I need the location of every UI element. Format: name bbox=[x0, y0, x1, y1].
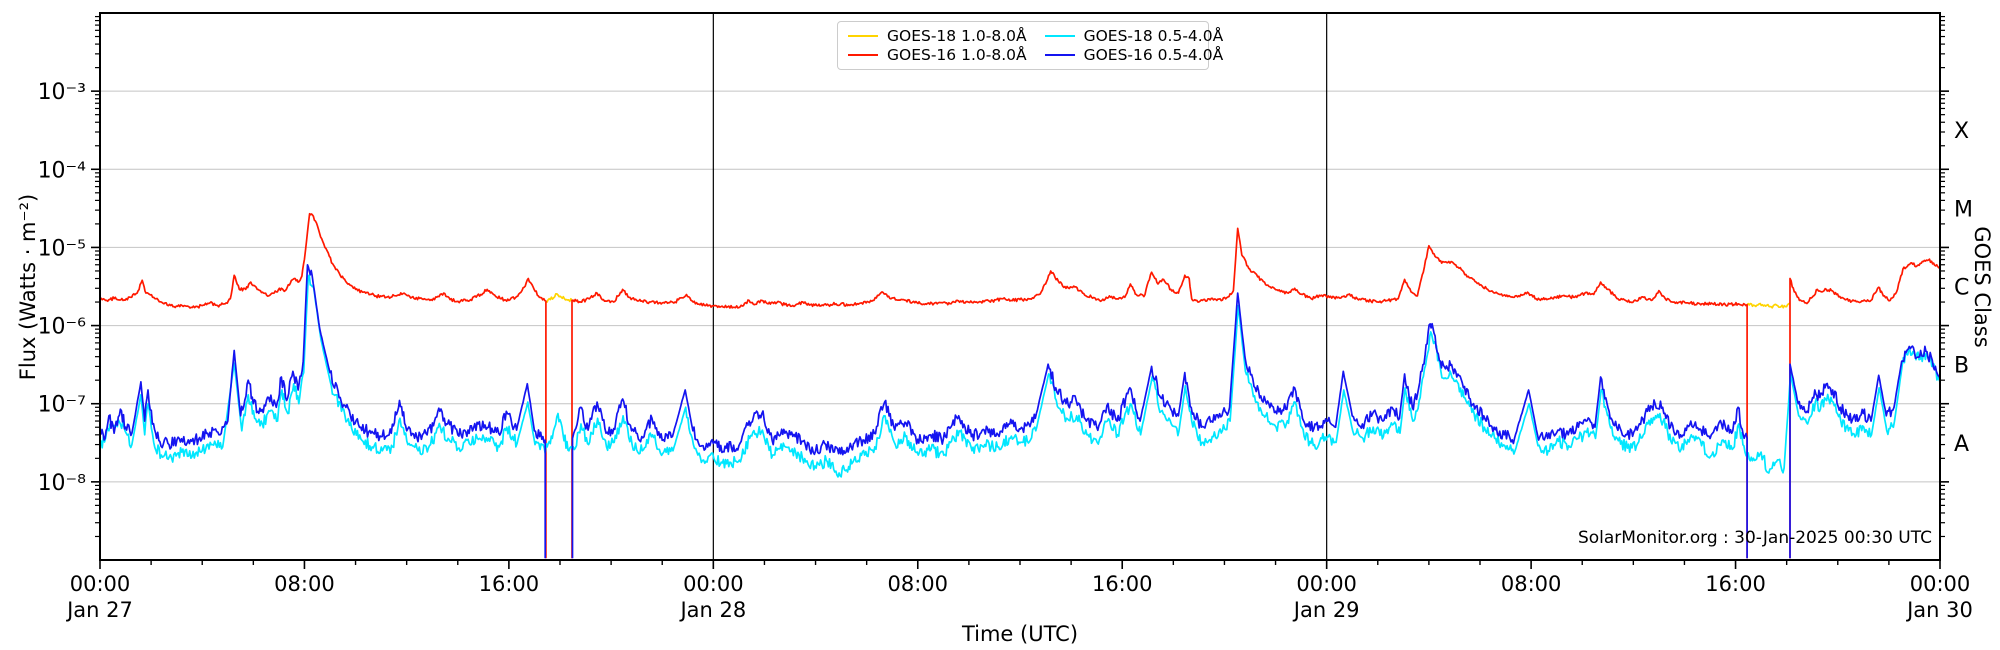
legend-line-swatch-goes18-short bbox=[1044, 35, 1075, 37]
legend-label: GOES-18 1.0-8.0Å bbox=[887, 27, 1027, 45]
legend-item: GOES-18 1.0-8.0Å bbox=[848, 27, 1027, 45]
legend: GOES-18 1.0-8.0Å GOES-18 0.5-4.0Å GOES-1… bbox=[837, 21, 1223, 70]
x-axis-label: Time (UTC) bbox=[961, 622, 1079, 646]
legend-line-swatch-goes16-long bbox=[848, 54, 878, 56]
x-tick-label: 16:00 bbox=[1092, 572, 1153, 596]
y-axis-label-flux: Flux (Watts · m⁻²) bbox=[16, 193, 40, 381]
y-tick-label: 10⁻⁸ bbox=[38, 471, 87, 496]
x-tick-label: 00:00 bbox=[1910, 572, 1971, 596]
x-tick-label: 08:00 bbox=[274, 572, 335, 596]
series-GOES-16 1.0-8.0Å bbox=[1789, 258, 1940, 559]
x-date-label: Jan 28 bbox=[678, 598, 746, 622]
x-date-label: Jan 29 bbox=[1292, 598, 1360, 622]
series-GOES-18 1.0-8.0Å bbox=[545, 292, 573, 303]
series-GOES-18 0.5-4.0Å bbox=[100, 274, 1940, 478]
y-tick-label: 10⁻⁷ bbox=[38, 393, 86, 418]
goes-class-label: B bbox=[1954, 354, 1969, 379]
goes-class-label: A bbox=[1954, 432, 1969, 457]
legend-item: GOES-16 1.0-8.0Å bbox=[848, 46, 1027, 64]
series-GOES-16 1.0-8.0Å bbox=[100, 212, 547, 559]
series-GOES-16 0.5-4.0Å bbox=[571, 292, 1748, 559]
x-date-label: Jan 30 bbox=[1905, 598, 1973, 622]
legend-item: GOES-16 0.5-4.0Å bbox=[1044, 46, 1224, 64]
series-GOES-16 1.0-8.0Å bbox=[571, 227, 1748, 559]
series-GOES-16 0.5-4.0Å bbox=[1789, 345, 1940, 559]
x-tick-label: 16:00 bbox=[479, 572, 540, 596]
legend-label: GOES-16 1.0-8.0Å bbox=[887, 46, 1027, 64]
legend-line-swatch-goes18-long bbox=[848, 35, 878, 37]
y-tick-label: 10⁻³ bbox=[38, 80, 86, 105]
goes-class-label: C bbox=[1954, 276, 1969, 301]
series-GOES-18 1.0-8.0Å bbox=[1746, 302, 1791, 309]
goes-class-label: M bbox=[1954, 197, 1973, 222]
legend-item: GOES-18 0.5-4.0Å bbox=[1044, 27, 1224, 45]
legend-line-swatch-goes16-short bbox=[1044, 54, 1075, 56]
y-axis-label-goes-class: GOES Class bbox=[1970, 226, 1994, 348]
x-tick-label: 08:00 bbox=[1501, 572, 1562, 596]
x-tick-label: 00:00 bbox=[1296, 572, 1357, 596]
x-tick-label: 00:00 bbox=[683, 572, 744, 596]
y-tick-label: 10⁻⁵ bbox=[38, 236, 86, 261]
legend-label: GOES-16 0.5-4.0Å bbox=[1083, 46, 1224, 64]
x-date-label: Jan 27 bbox=[65, 598, 133, 622]
y-tick-label: 10⁻⁴ bbox=[38, 158, 87, 183]
x-tick-label: 08:00 bbox=[888, 572, 949, 596]
y-tick-label: 10⁻⁶ bbox=[38, 315, 87, 340]
series-GOES-16 0.5-4.0Å bbox=[100, 263, 547, 559]
plot-border bbox=[99, 12, 1941, 561]
goes-class-label: X bbox=[1954, 119, 1969, 144]
x-tick-label: 00:00 bbox=[70, 572, 131, 596]
x-tick-label: 16:00 bbox=[1705, 572, 1766, 596]
legend-label: GOES-18 0.5-4.0Å bbox=[1083, 27, 1224, 45]
watermark: SolarMonitor.org : 30-Jan-2025 00:30 UTC bbox=[1577, 528, 1932, 548]
